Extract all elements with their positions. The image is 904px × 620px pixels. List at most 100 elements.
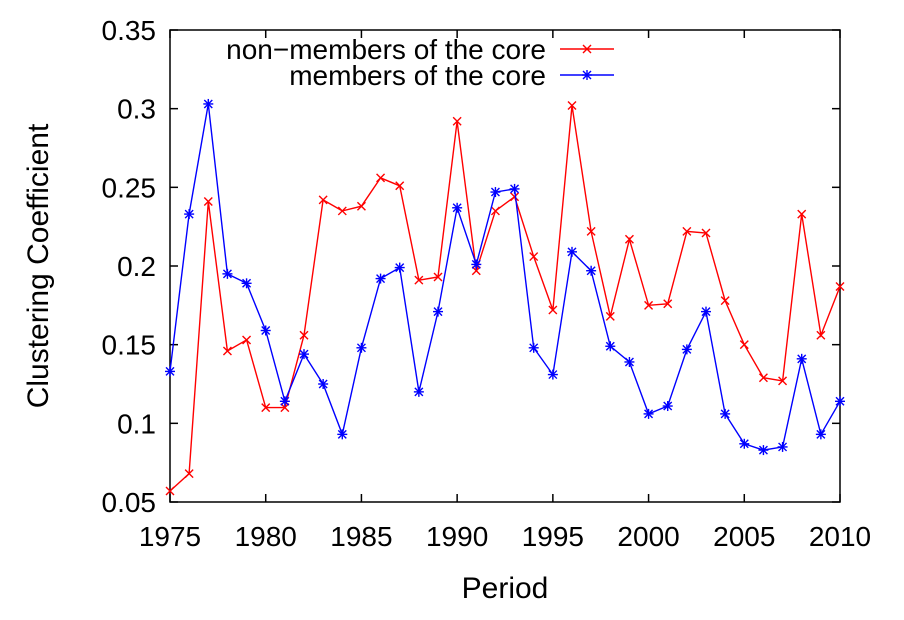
data-point-members [528,342,539,353]
data-point-non-members [242,335,252,345]
tick-marks: 1975 1980 1985 1990 1995 2000 2005 2010 0.05 0.1 0… [102,15,872,552]
x-tick-label: 1985 [330,521,392,552]
data-point-members [681,344,692,355]
data-point-non-members [529,252,539,262]
data-point-members [337,429,348,440]
data-point-non-members [222,346,232,356]
data-point-non-members [261,403,271,413]
data-point-non-members [682,226,692,236]
data-point-non-members [567,101,577,111]
data-point-members [701,306,711,317]
series-line-members [169,103,841,451]
y-tick-label: 0.3 [117,94,156,125]
data-point-members [452,202,463,213]
series-non-members [165,101,845,496]
data-point-members [241,278,252,289]
data-point-members [184,209,195,220]
y-axis-title: Clustering Coefficient [22,123,55,408]
data-point-non-members [644,300,654,310]
data-point-members [547,369,558,380]
x-axis-title: Period [462,572,549,605]
data-point-members [815,429,826,440]
data-point-non-members [701,228,711,238]
x-tick-label: 1980 [235,521,297,552]
x-tick-label: 1990 [426,521,488,552]
data-point-members [203,98,214,109]
data-point-non-members [376,173,386,183]
data-point-non-members [586,226,596,236]
data-point-non-members [356,201,366,211]
data-point-members [720,408,731,419]
data-point-members [433,306,443,317]
data-point-members [643,408,654,419]
data-point-non-members [605,311,615,321]
data-point-members [777,441,788,452]
data-point-non-members [203,196,213,206]
data-point-members [394,262,405,273]
y-tick-label: 0.15 [102,330,157,361]
data-point-members [567,246,577,257]
data-point-non-members [797,209,807,219]
y-tick-label: 0.05 [102,487,157,518]
data-point-members [318,379,329,389]
data-point-members [624,356,635,367]
data-point-non-members [720,296,730,306]
legend-marker-non-members [582,44,592,54]
data-point-members [586,265,597,276]
data-point-non-members [739,340,749,350]
plot-frame [169,29,841,503]
series-line-non-members [169,105,841,492]
axes [169,29,841,503]
data-point-non-members [758,373,768,383]
data-point-members [299,349,309,360]
plot-series [165,98,845,496]
data-point-non-members [624,234,634,244]
x-tick-label: 2005 [713,521,775,552]
legend: non−members of the core members of the c… [226,34,614,91]
data-point-non-members [452,116,462,126]
data-point-members [413,386,424,397]
data-point-non-members [490,206,500,216]
data-point-non-members [165,486,175,496]
y-tick-label: 0.2 [117,251,156,282]
data-point-members [758,445,769,456]
data-point-members [375,273,386,284]
data-point-non-members [184,469,194,479]
data-point-non-members [835,281,845,291]
data-point-non-members [299,330,309,340]
data-point-members [796,353,807,364]
y-tick-label: 0.35 [102,15,157,46]
legend-label-non-members: non−members of the core [226,34,546,65]
data-point-non-members [395,181,405,191]
legend-label-members: members of the core [289,60,546,91]
data-point-members [279,396,290,407]
data-point-non-members [414,275,424,285]
data-point-members [260,325,271,336]
data-point-non-members [548,305,558,315]
series-members [165,98,845,456]
data-point-members [662,401,673,412]
x-tick-label: 1995 [522,521,584,552]
data-point-members [605,341,616,352]
y-tick-label: 0.25 [102,172,157,203]
data-point-members [835,396,845,407]
data-point-non-members [778,376,788,386]
data-point-members [165,366,175,377]
data-point-non-members [816,330,826,340]
data-point-non-members [510,192,520,202]
data-point-members [739,438,750,449]
data-point-non-members [337,206,347,216]
data-point-non-members [318,195,328,205]
x-tick-label: 2000 [617,521,679,552]
data-point-members [490,187,501,198]
data-point-members [471,259,482,270]
y-tick-label: 0.1 [117,408,156,439]
legend-marker-members [582,70,592,80]
data-point-members [509,183,520,194]
data-point-members [222,268,233,279]
x-tick-label: 1975 [139,521,201,552]
data-point-non-members [663,299,673,309]
data-point-members [356,342,367,353]
